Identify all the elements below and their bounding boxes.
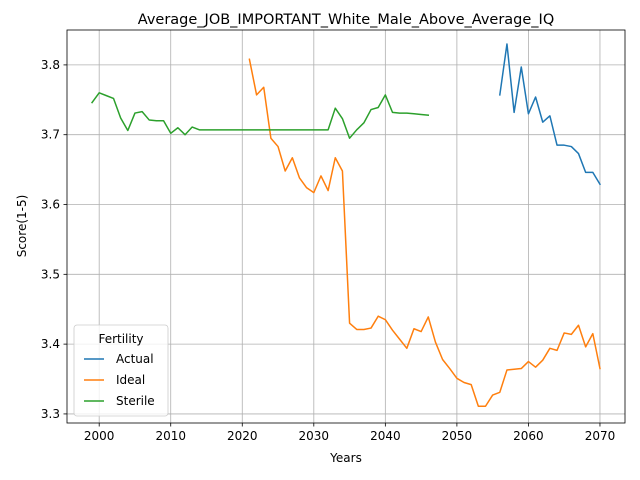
x-tick-label: 2030 [299,429,330,443]
y-tick-label: 3.7 [41,128,60,142]
y-tick-label: 3.3 [41,407,60,421]
legend-box [73,324,169,417]
x-tick-label: 2050 [442,429,473,443]
y-tick-label: 3.4 [41,337,60,351]
x-tick-label: 2000 [84,429,115,443]
legend-title: Fertility [98,332,143,346]
y-axis-label: Score(1-5) [15,195,29,258]
plot-frame [66,29,626,424]
legend-entries: Actual Ideal Sterile [84,352,155,408]
legend-label-ideal: Ideal [116,373,145,387]
chart-title: Average_JOB_IMPORTANT_White_Male_Above_A… [138,12,555,28]
axis-ticks: 2000 2010 2020 2030 2040 2050 2060 2070 3.3 3.4 3.… [41,58,615,443]
y-tick-label: 3.5 [41,267,60,281]
series-lines [90,43,601,407]
x-tick-label: 2060 [513,429,544,443]
y-tick-label: 3.6 [41,198,60,212]
series-line-actual [498,43,601,186]
x-tick-label: 2070 [585,429,616,443]
x-tick-label: 2020 [227,429,258,443]
x-axis-label: Years [329,451,362,465]
legend-label-actual: Actual [116,352,154,366]
y-tick-label: 3.8 [41,58,60,72]
x-tick-label: 2040 [370,429,401,443]
series-line-sterile [90,92,430,139]
x-tick-label: 2010 [155,429,186,443]
series-line-ideal [248,58,601,407]
legend: Fertility Actual Ideal Sterile [73,324,169,417]
legend-label-sterile: Sterile [116,394,155,408]
